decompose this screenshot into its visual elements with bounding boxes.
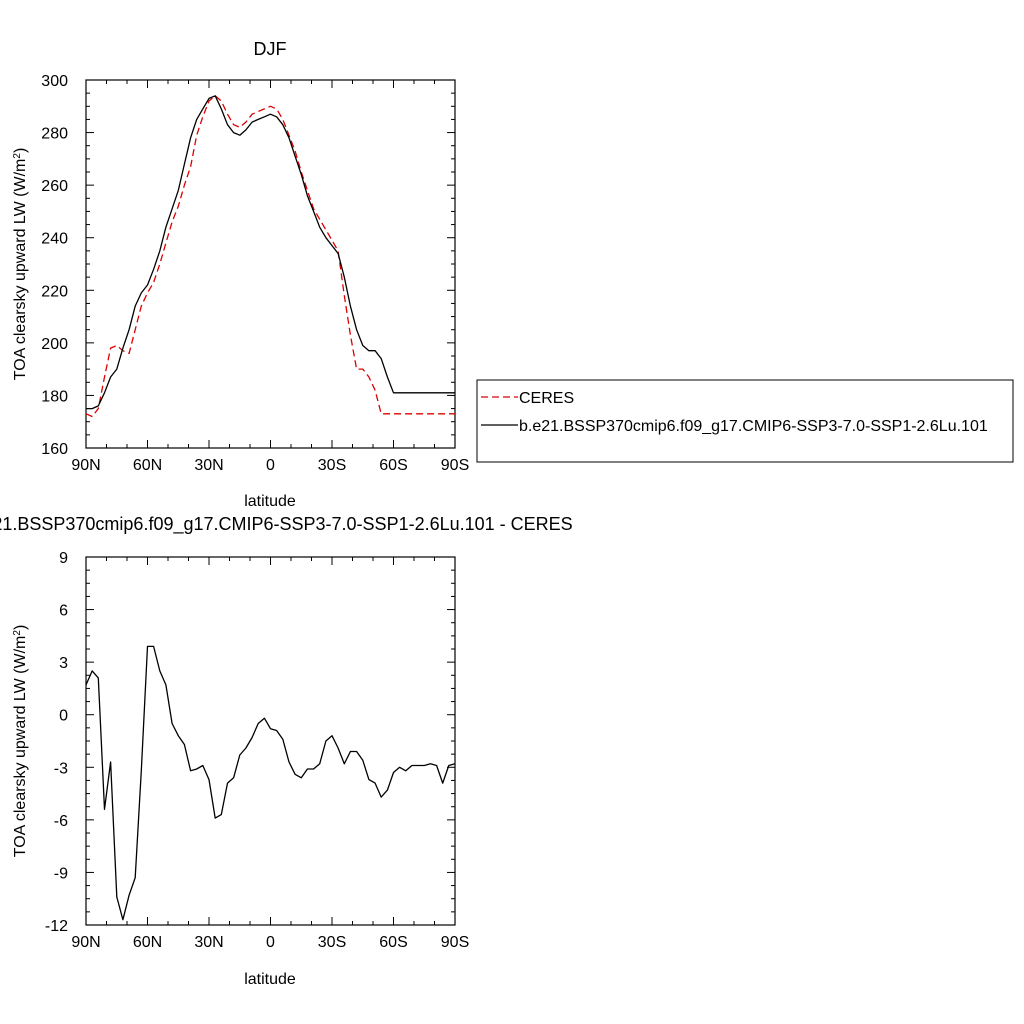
bottom-x-tick-label: 0	[266, 934, 275, 951]
legend-label-model: b.e21.BSSP370cmip6.f09_g17.CMIP6-SSP3-7.…	[519, 418, 988, 435]
top-x-tick-label: 0	[266, 457, 275, 474]
bottom-panel-title: b.e21.BSSP370cmip6.f09_g17.CMIP6-SSP3-7.…	[0, 514, 573, 535]
top-x-axis-label: latitude	[244, 493, 296, 510]
top-y-tick-label: 180	[41, 388, 68, 405]
top-x-tick-label: 30S	[318, 457, 346, 474]
bottom-y-tick-label: -12	[45, 918, 68, 935]
bottom-panel: b.e21.BSSP370cmip6.f09_g17.CMIP6-SSP3-7.…	[0, 514, 573, 988]
bottom-x-tick-label: 60S	[379, 934, 407, 951]
top-x-tick-label: 90S	[441, 457, 469, 474]
bottom-y-axis-label: TOA clearsky upward LW (W/m2)	[12, 625, 30, 858]
top-panel: DJF 90N 60N 30N 0 30S 60S 90S 160 180 200 220 240 26…	[12, 39, 470, 510]
bottom-y-tick-label: 6	[59, 603, 68, 620]
top-panel-title: DJF	[254, 39, 287, 59]
bottom-x-axis-label: latitude	[244, 971, 296, 988]
bottom-x-tick-label: 90N	[71, 934, 100, 951]
top-x-tick-label: 30N	[194, 457, 223, 474]
bottom-series-line-0	[85, 645, 456, 921]
bottom-y-tick-label: 9	[59, 550, 68, 567]
bottom-x-tick-label: 60N	[133, 934, 162, 951]
bottom-x-tick-label: 30S	[318, 934, 346, 951]
top-x-tick-label: 60S	[379, 457, 407, 474]
top-x-tick-label: 90N	[71, 457, 100, 474]
top-y-tick-label: 260	[41, 178, 68, 195]
top-y-tick-label: 240	[41, 231, 68, 248]
top-y-tick-label: 220	[41, 283, 68, 300]
legend-label-ceres: CERES	[519, 390, 574, 407]
bottom-y-tick-label: -3	[54, 760, 68, 777]
bottom-series-lines	[85, 645, 456, 921]
bottom-y-tick-label: -6	[54, 813, 68, 830]
bottom-y-tick-label: 3	[59, 655, 68, 672]
top-y-tick-label: 280	[41, 126, 68, 143]
top-series-line-0	[85, 95, 455, 418]
bottom-y-tick-label: 0	[59, 708, 68, 725]
top-axis-ticks: 90N 60N 30N 0 30S 60S 90S 160 180 200 220 240 260 280…	[41, 73, 469, 474]
bottom-axis-ticks: 90N 60N 30N 0 30S 60S 90S -12 -9 -6 -3 0 3 6 9	[45, 550, 469, 951]
top-x-tick-label: 60N	[133, 457, 162, 474]
top-y-tick-label: 200	[41, 336, 68, 353]
top-series-line-1	[86, 95, 455, 410]
bottom-plot-frame	[85, 556, 456, 926]
legend: CERES b.e21.BSSP370cmip6.f09_g17.CMIP6-S…	[476, 379, 1014, 463]
bottom-y-axis-label-sup: 2	[12, 630, 23, 636]
bottom-x-tick-label: 90S	[441, 934, 469, 951]
top-y-axis-label-sup: 2	[12, 153, 23, 159]
top-series-lines	[85, 95, 455, 418]
top-y-axis-label: TOA clearsky upward LW (W/m2)	[12, 148, 30, 381]
legend-frame	[476, 379, 1014, 463]
bottom-y-tick-label: -9	[54, 865, 68, 882]
top-y-tick-label: 300	[41, 73, 68, 90]
bottom-x-tick-label: 30N	[194, 934, 223, 951]
top-y-tick-label: 160	[41, 441, 68, 458]
